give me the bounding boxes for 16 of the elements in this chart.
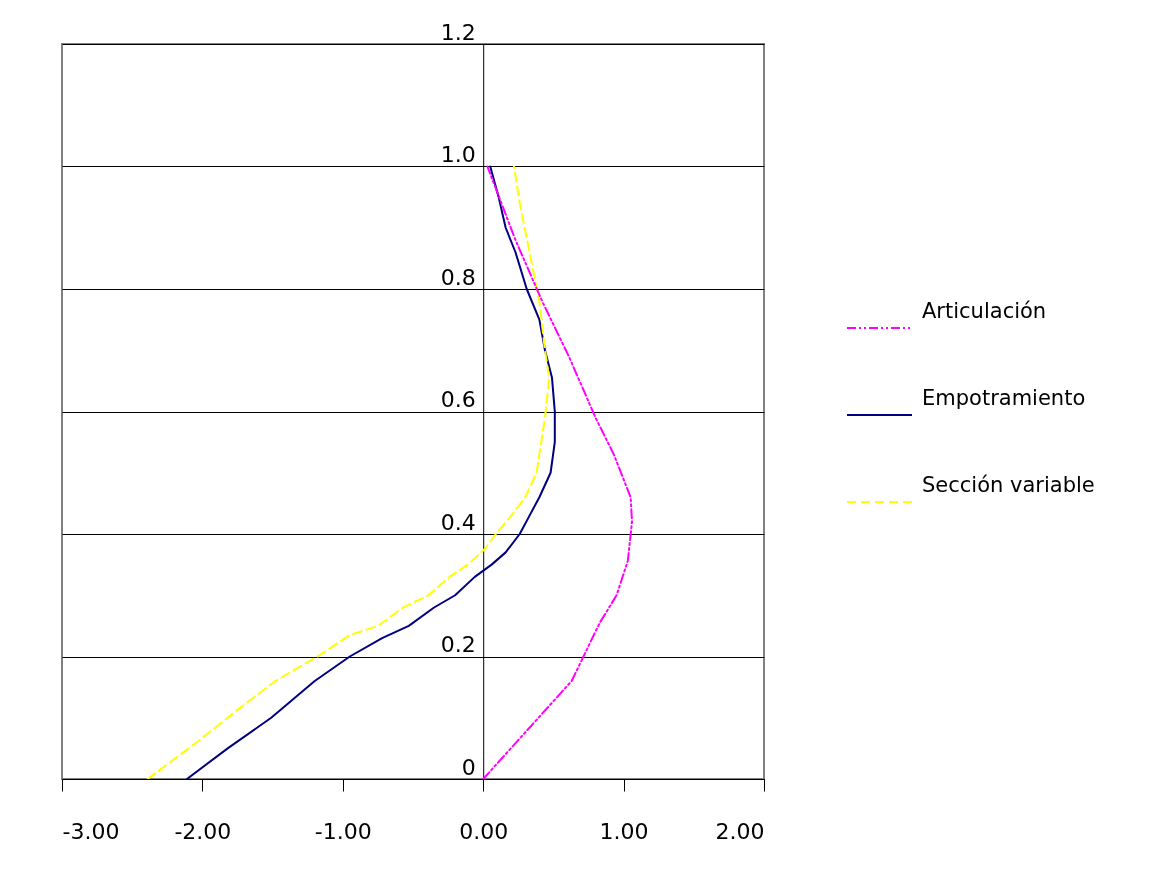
x-tick-label: 2.00 [715, 818, 765, 844]
text: Sección variable [922, 472, 1095, 497]
x-tick-label: -3.00 [62, 818, 120, 844]
y-tick-label: 0.2 [440, 632, 476, 657]
x-tick-label: 0.00 [459, 818, 509, 844]
y-tick-label: 1.2 [440, 19, 476, 45]
x-tick-label: 1.00 [599, 818, 649, 844]
x-tick-label: -1.00 [314, 818, 372, 844]
y-tick-label: 0.8 [440, 264, 476, 290]
x-tick-label: -2.00 [174, 818, 232, 844]
y-tick-label: 0.4 [440, 509, 476, 535]
y-tick-label: 0 [461, 754, 476, 780]
y-tick-label: 1.0 [440, 142, 476, 167]
text: Empotramiento [922, 385, 1086, 410]
y-tick-label: 0.6 [440, 387, 476, 412]
text: Articulación [922, 298, 1047, 323]
